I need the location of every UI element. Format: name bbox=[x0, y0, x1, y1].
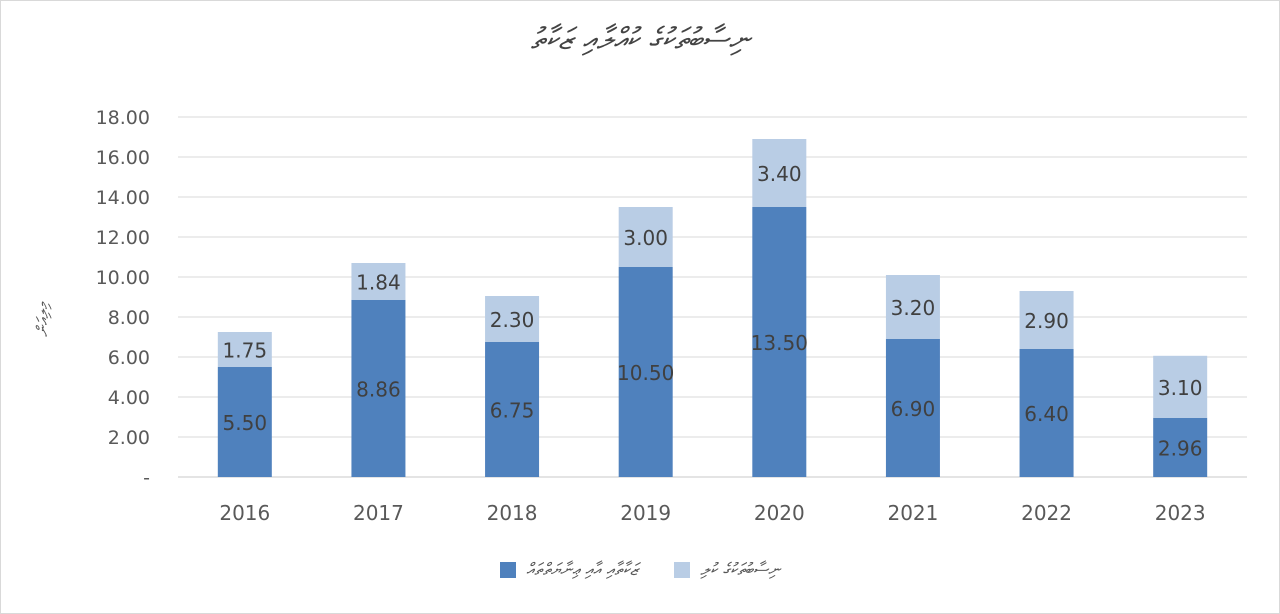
data-label: 8.86 bbox=[356, 377, 401, 401]
y-tick-label: - bbox=[143, 467, 150, 489]
x-tick-label: 2017 bbox=[353, 501, 404, 525]
legend-item-zakat: ޒަކާތާއި އާއި ޢިނާޔަތްތައް bbox=[500, 560, 638, 580]
bar-segment bbox=[1019, 349, 1074, 477]
bar-segment bbox=[752, 139, 807, 207]
bar-segment bbox=[752, 207, 807, 477]
bar-segment bbox=[217, 332, 272, 367]
y-tick-label: 12.00 bbox=[96, 227, 150, 249]
bar-segment bbox=[485, 342, 540, 477]
data-label: 2.96 bbox=[1158, 436, 1203, 460]
legend: ޒަކާތާއި އާއި ޢިނާޔަތްތައް ނިސާބުތަކުގެ … bbox=[0, 560, 1280, 580]
data-label: 1.84 bbox=[356, 270, 401, 294]
data-label: 2.30 bbox=[490, 308, 535, 332]
bar-segment bbox=[217, 367, 272, 477]
legend-label-rent: ނިސާބުތަކުގެ ކުލި bbox=[700, 560, 780, 580]
chart-title: ނިސާބުތަކުގެ ކުއްލާއި ޒަކާތު bbox=[530, 22, 750, 57]
y-tick-label: 2.00 bbox=[108, 427, 150, 449]
data-label: 3.20 bbox=[891, 296, 936, 320]
x-tick-label: 2021 bbox=[887, 501, 938, 525]
x-tick-label: 2020 bbox=[754, 501, 805, 525]
legend-label-zakat: ޒަކާތާއި އާއި ޢިނާޔަތްތައް bbox=[526, 560, 639, 580]
data-label: 3.40 bbox=[757, 162, 802, 186]
data-label: 10.50 bbox=[617, 361, 674, 385]
data-label: 5.50 bbox=[223, 411, 268, 435]
y-tick-label: 8.00 bbox=[108, 307, 150, 329]
data-label: 3.10 bbox=[1158, 376, 1203, 400]
bar-segment bbox=[885, 339, 940, 477]
bar-segment bbox=[618, 267, 673, 477]
data-label: 6.90 bbox=[891, 397, 936, 421]
data-label: 6.40 bbox=[1024, 402, 1069, 426]
bar-segment bbox=[1019, 291, 1074, 349]
y-tick-label: 10.00 bbox=[96, 267, 150, 289]
data-label: 1.75 bbox=[223, 339, 268, 363]
bar-segment bbox=[618, 207, 673, 267]
y-tick-label: 18.00 bbox=[96, 107, 150, 129]
x-tick-label: 2022 bbox=[1021, 501, 1072, 525]
y-tick-label: 14.00 bbox=[96, 187, 150, 209]
y-tick-label: 6.00 bbox=[108, 347, 150, 369]
x-tick-label: 2016 bbox=[219, 501, 270, 525]
bar-segment bbox=[1153, 417, 1208, 477]
bar-segment bbox=[1153, 355, 1208, 418]
data-label: 3.00 bbox=[623, 226, 668, 250]
data-label: 13.50 bbox=[751, 331, 808, 355]
x-tick-label: 2019 bbox=[620, 501, 671, 525]
x-tick-label: 2023 bbox=[1155, 501, 1206, 525]
legend-item-rent: ނިސާބުތަކުގެ ކުލި bbox=[674, 560, 780, 580]
data-label: 2.90 bbox=[1024, 309, 1069, 333]
legend-swatch-rent bbox=[674, 562, 691, 578]
x-tick-label: 2018 bbox=[487, 501, 538, 525]
y-tick-label: 16.00 bbox=[96, 147, 150, 169]
bar-segment bbox=[351, 299, 406, 477]
bar-segment bbox=[885, 275, 940, 339]
bar-segment bbox=[485, 296, 540, 342]
legend-swatch-zakat bbox=[500, 562, 517, 578]
y-tick-label: 4.00 bbox=[108, 387, 150, 409]
data-label: 6.75 bbox=[490, 399, 535, 423]
bar-segment bbox=[351, 263, 406, 300]
